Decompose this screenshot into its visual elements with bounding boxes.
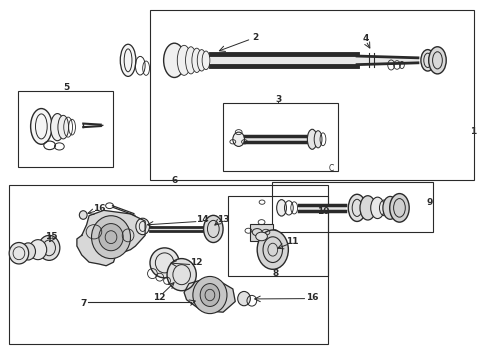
Text: 16: 16 (306, 293, 318, 302)
Ellipse shape (383, 197, 397, 219)
Ellipse shape (200, 284, 220, 306)
Ellipse shape (257, 230, 288, 269)
Polygon shape (77, 210, 145, 266)
Ellipse shape (9, 243, 29, 264)
Polygon shape (184, 280, 235, 312)
Ellipse shape (371, 197, 384, 219)
Ellipse shape (136, 218, 149, 235)
Ellipse shape (99, 224, 123, 251)
Ellipse shape (192, 48, 202, 72)
Ellipse shape (21, 243, 35, 260)
Ellipse shape (92, 216, 130, 258)
Text: 5: 5 (64, 83, 70, 92)
Ellipse shape (360, 196, 375, 220)
Bar (9, 185, 328, 344)
Bar (150, 10, 474, 180)
Bar (250, 224, 273, 241)
Text: 6: 6 (171, 176, 177, 185)
Ellipse shape (50, 113, 64, 141)
Text: 16: 16 (93, 204, 105, 213)
Ellipse shape (150, 248, 179, 278)
Ellipse shape (421, 50, 435, 71)
Ellipse shape (193, 276, 227, 314)
Ellipse shape (429, 47, 446, 74)
Text: 3: 3 (275, 95, 281, 104)
Text: 15: 15 (45, 232, 58, 241)
Text: 13: 13 (217, 215, 230, 224)
Ellipse shape (202, 51, 210, 69)
Ellipse shape (164, 43, 185, 77)
Ellipse shape (203, 215, 223, 243)
Text: 7: 7 (80, 300, 86, 309)
Ellipse shape (197, 50, 206, 71)
Ellipse shape (79, 211, 87, 219)
Bar (272, 182, 433, 232)
Ellipse shape (120, 44, 136, 76)
Text: 12: 12 (153, 293, 166, 302)
Circle shape (256, 232, 268, 241)
Text: 1: 1 (470, 127, 476, 136)
Ellipse shape (277, 200, 287, 216)
Ellipse shape (177, 45, 191, 75)
Text: 10: 10 (317, 207, 329, 216)
Ellipse shape (314, 131, 322, 148)
Text: 8: 8 (272, 269, 278, 278)
Text: 9: 9 (427, 198, 433, 207)
Ellipse shape (29, 240, 47, 260)
Ellipse shape (307, 129, 317, 149)
Ellipse shape (233, 132, 245, 147)
Bar (228, 196, 328, 276)
Bar (223, 103, 338, 171)
Text: C: C (328, 164, 333, 173)
Text: 11: 11 (286, 237, 298, 246)
Ellipse shape (58, 115, 69, 139)
Ellipse shape (30, 109, 52, 144)
Text: 2: 2 (252, 33, 259, 42)
Ellipse shape (38, 235, 60, 260)
Ellipse shape (390, 194, 409, 222)
Ellipse shape (186, 47, 196, 74)
Text: 4: 4 (363, 35, 369, 44)
Ellipse shape (238, 292, 250, 306)
Ellipse shape (167, 258, 196, 291)
Text: 14: 14 (196, 215, 208, 224)
Ellipse shape (348, 194, 366, 221)
Bar (19, 91, 114, 167)
Text: 12: 12 (190, 258, 202, 267)
